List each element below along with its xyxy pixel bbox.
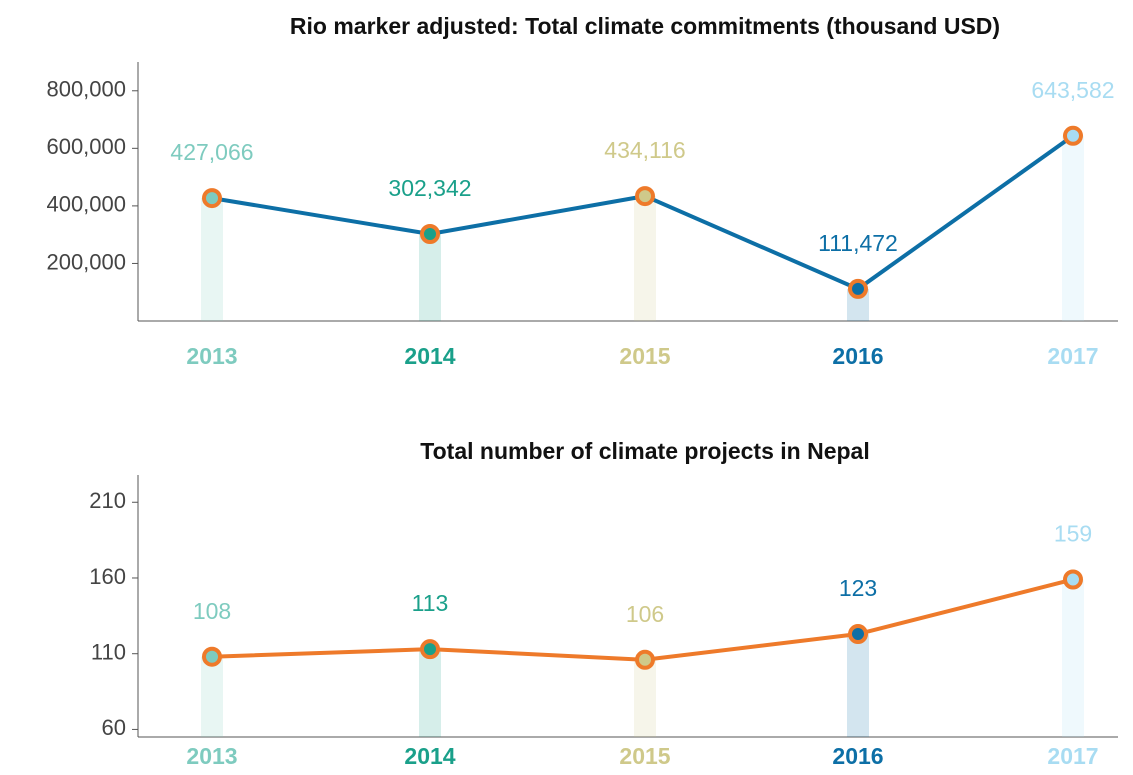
x-tick-label: 2017 xyxy=(1047,343,1098,369)
marker xyxy=(635,649,655,670)
bar xyxy=(1062,135,1084,321)
bar xyxy=(201,198,223,321)
data-label: 111,472 xyxy=(818,230,898,256)
x-tick-label: 2016 xyxy=(832,343,883,369)
chart-title: Total number of climate projects in Nepa… xyxy=(420,438,869,464)
data-label: 643,582 xyxy=(1031,77,1114,103)
data-label: 106 xyxy=(626,601,664,627)
marker xyxy=(635,186,655,207)
y-tick-label: 160 xyxy=(89,564,126,589)
x-tick-label: 2014 xyxy=(404,743,455,769)
marker xyxy=(848,624,868,645)
chart-title: Rio marker adjusted: Total climate commi… xyxy=(290,13,1000,39)
data-label: 434,116 xyxy=(604,137,685,163)
y-tick-label: 210 xyxy=(89,488,126,513)
y-tick-label: 400,000 xyxy=(46,192,126,217)
bar xyxy=(419,233,441,321)
bar xyxy=(634,196,656,321)
y-tick-label: 800,000 xyxy=(46,77,126,102)
bar xyxy=(201,656,223,737)
x-tick-label: 2013 xyxy=(186,743,237,769)
bar xyxy=(419,649,441,737)
y-tick-label: 600,000 xyxy=(46,134,126,159)
y-tick-label: 60 xyxy=(102,715,126,740)
marker xyxy=(848,278,868,299)
x-tick-label: 2017 xyxy=(1047,743,1098,769)
marker xyxy=(1063,569,1083,590)
bar xyxy=(634,659,656,737)
bar xyxy=(1062,579,1084,737)
data-label: 302,342 xyxy=(388,175,471,201)
data-label: 123 xyxy=(839,575,877,601)
marker xyxy=(202,188,222,209)
y-tick-label: 110 xyxy=(91,640,126,665)
marker xyxy=(420,639,440,660)
marker xyxy=(420,223,440,244)
data-label: 108 xyxy=(193,598,231,624)
marker xyxy=(1063,125,1083,146)
x-tick-label: 2015 xyxy=(619,343,670,369)
data-label: 113 xyxy=(412,590,449,616)
data-label: 159 xyxy=(1054,521,1092,547)
marker xyxy=(202,646,222,667)
bar xyxy=(847,634,869,737)
x-tick-label: 2014 xyxy=(404,343,455,369)
x-tick-label: 2015 xyxy=(619,743,670,769)
x-tick-label: 2013 xyxy=(186,343,237,369)
data-label: 427,066 xyxy=(170,139,253,165)
x-tick-label: 2016 xyxy=(832,743,883,769)
y-tick-label: 200,000 xyxy=(46,249,126,274)
